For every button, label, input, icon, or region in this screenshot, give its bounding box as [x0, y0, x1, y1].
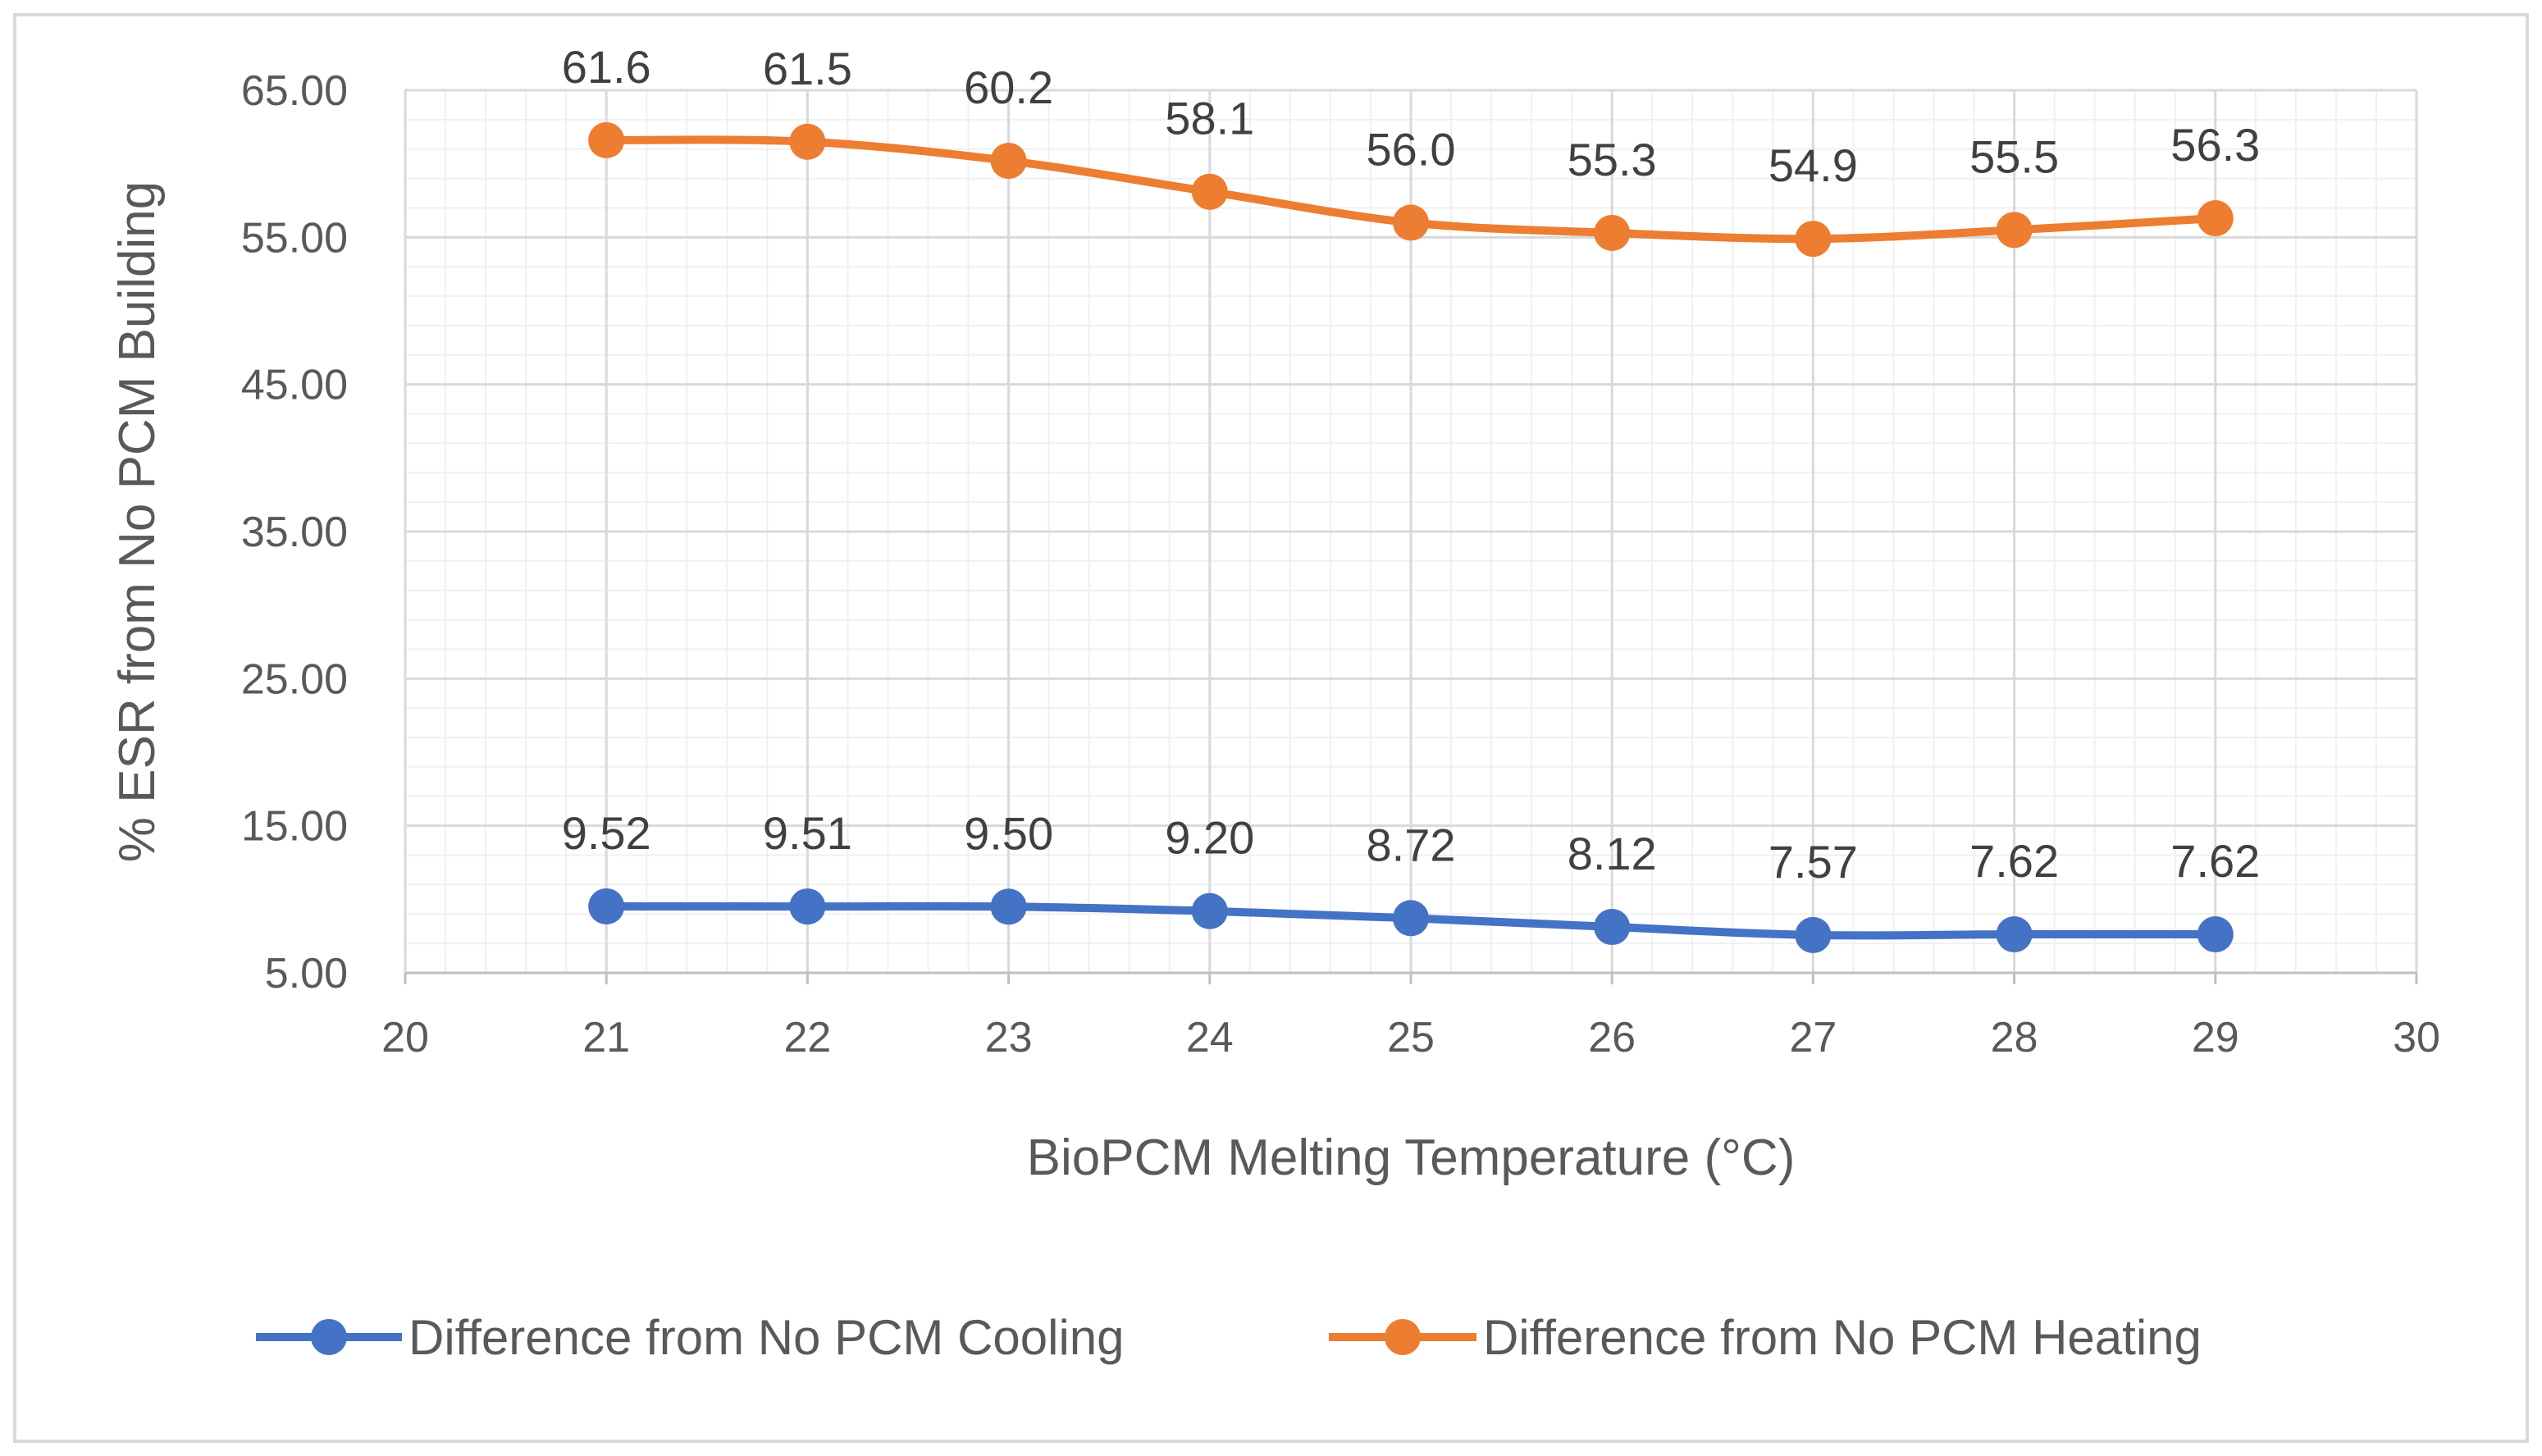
data-label-heating: 56.3	[2170, 119, 2260, 171]
data-point-heating	[990, 143, 1027, 180]
data-label-cooling: 9.51	[763, 807, 852, 859]
data-point-heating	[1996, 212, 2033, 249]
data-point-cooling	[990, 888, 1027, 925]
legend-item-cooling: Difference from No PCM Cooling	[256, 1310, 1125, 1365]
legend-item-heating: Difference from No PCM Heating	[1329, 1310, 2202, 1365]
data-point-heating	[1594, 214, 1631, 251]
data-label-cooling: 7.57	[1768, 836, 1858, 888]
x-tick-label: 20	[381, 1014, 429, 1061]
y-tick-label: 35.00	[241, 509, 348, 556]
x-tick-label: 25	[1387, 1014, 1435, 1061]
data-label-cooling: 8.12	[1568, 828, 1657, 879]
data-label-heating: 61.5	[763, 43, 852, 94]
data-point-cooling	[1996, 916, 2033, 953]
data-labels: 9.52 9.51 9.50 9.20 8.72 8.12 7.57 7.62 7.62 61.6…	[562, 41, 2261, 888]
y-axis-title: % ESR from No PCM Building	[109, 181, 166, 862]
legend-marker-heating	[1385, 1319, 1421, 1355]
data-label-heating: 56.0	[1367, 123, 1456, 175]
x-tick-label: 24	[1186, 1014, 1234, 1061]
y-tick-label: 5.00	[265, 950, 348, 997]
data-point-cooling	[1594, 909, 1631, 946]
data-label-heating: 58.1	[1165, 93, 1254, 144]
data-label-heating: 55.3	[1568, 134, 1657, 185]
data-label-heating: 54.9	[1768, 139, 1858, 191]
x-tick-label: 26	[1588, 1014, 1636, 1061]
data-point-heating	[1393, 204, 1429, 241]
x-axis-title: BioPCM Melting Temperature (°C)	[1027, 1130, 1796, 1186]
legend-label-cooling: Difference from No PCM Cooling	[408, 1310, 1125, 1365]
x-tick-label: 28	[1991, 1014, 2038, 1061]
y-tick-label: 55.00	[241, 214, 348, 262]
x-tick-label: 21	[582, 1014, 630, 1061]
data-label-cooling: 9.50	[964, 807, 1053, 859]
y-tick-label: 15.00	[241, 803, 348, 851]
data-label-heating: 55.5	[1969, 130, 2059, 182]
data-label-cooling: 7.62	[1969, 835, 2059, 887]
data-label-cooling: 9.52	[562, 807, 651, 859]
axes: 20 21 22 23 24 25 26 27 28 29 30 5.00 15.00 25.00 35.0…	[241, 67, 2440, 1061]
data-point-cooling	[1795, 916, 1832, 953]
data-label-cooling: 7.62	[2170, 835, 2260, 887]
data-point-heating	[588, 121, 625, 158]
y-tick-label: 25.00	[241, 655, 348, 703]
series-layer	[588, 121, 2234, 953]
data-point-cooling	[1393, 900, 1429, 937]
data-point-heating	[2197, 200, 2234, 237]
data-point-cooling	[2197, 916, 2234, 953]
data-point-cooling	[789, 888, 826, 925]
x-tick-label: 23	[985, 1014, 1033, 1061]
data-point-cooling	[1191, 892, 1228, 929]
y-tick-label: 65.00	[241, 67, 348, 115]
gridlines	[404, 89, 2418, 974]
data-label-cooling: 8.72	[1367, 819, 1456, 870]
data-point-heating	[1795, 221, 1832, 258]
data-label-heating: 60.2	[964, 62, 1053, 113]
chart-border	[13, 13, 2529, 1443]
data-point-heating	[1191, 173, 1228, 210]
legend-marker-cooling	[311, 1319, 347, 1355]
data-label-heating: 61.6	[562, 41, 651, 93]
data-point-cooling	[588, 888, 625, 924]
x-tick-label: 27	[1789, 1014, 1837, 1061]
y-tick-label: 45.00	[241, 362, 348, 409]
legend: Difference from No PCM Cooling Differenc…	[256, 1310, 2202, 1365]
x-tick-label: 29	[2192, 1014, 2239, 1061]
data-point-heating	[789, 123, 826, 160]
data-label-cooling: 9.20	[1165, 812, 1254, 864]
x-tick-label: 30	[2393, 1014, 2440, 1061]
legend-label-heating: Difference from No PCM Heating	[1483, 1310, 2202, 1365]
x-tick-label: 22	[783, 1014, 831, 1061]
